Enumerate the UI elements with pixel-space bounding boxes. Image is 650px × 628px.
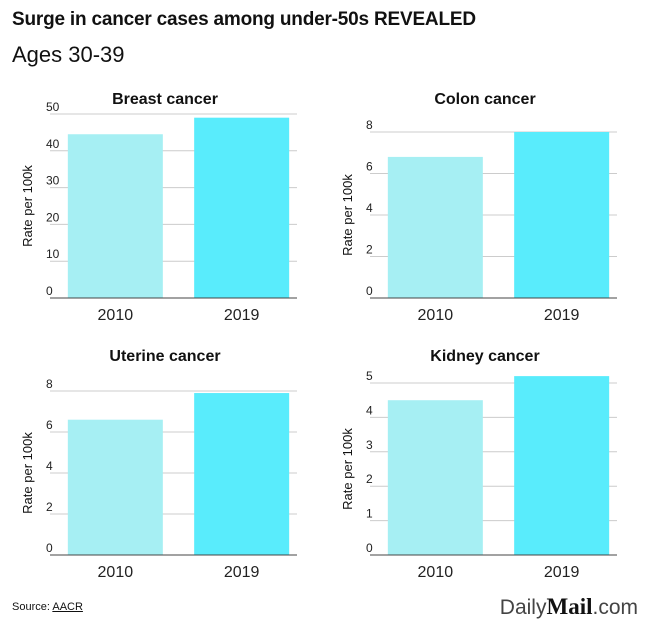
y-tick-label: 10 [46,247,60,261]
bar-2010 [67,134,163,298]
x-tick-label: 2019 [544,564,580,581]
logo-daily: Daily [499,596,547,619]
source-link[interactable]: AACR [52,601,83,613]
chart-svg: Breast cancer 0 10 20 30 40 50 2010 2019 Rate per… [20,91,297,324]
y-tick-label: 50 [46,100,60,114]
bar-2019 [514,132,610,298]
y-axis-label: Rate per 100k [340,428,355,510]
x-tick-label: 2010 [418,564,454,581]
page-subtitle: Ages 30-39 [12,42,125,67]
x-tick-label: 2019 [544,307,580,324]
y-axis-label: Rate per 100k [340,174,355,256]
y-tick-label: 5 [366,369,373,383]
logo-com: .com [592,596,638,619]
y-tick-label: 0 [46,541,53,555]
y-tick-label: 30 [46,174,60,188]
chart-svg: Kidney cancer 0 1 2 3 4 5 2010 2019 Rate per 100k [340,348,617,581]
y-axis-label: Rate per 100k [20,165,35,247]
dailymail-logo: DailyMail.com [500,594,638,620]
source-prefix: Source: [12,601,53,613]
y-tick-label: 2 [46,500,53,514]
chart-title: Breast cancer [112,91,218,108]
bar-2010 [67,419,163,555]
y-tick-label: 6 [46,418,53,432]
y-tick-label: 6 [366,160,373,174]
chart-title: Kidney cancer [430,348,539,365]
y-tick-label: 1 [366,507,373,521]
y-tick-label: 3 [366,438,373,452]
chart-colon-cancer: Colon cancer 0 2 4 6 8 2010 2019 Rate per 100k [325,84,650,342]
chart-title: Colon cancer [434,91,535,108]
bar-2019 [194,393,290,555]
bar-2010 [387,156,483,298]
y-tick-label: 4 [46,459,53,473]
y-tick-label: 0 [46,284,53,298]
y-tick-label: 2 [366,472,373,486]
source-note: Source: AACR [12,601,83,613]
y-tick-label: 20 [46,210,60,224]
chart-breast-cancer: Breast cancer 0 10 20 30 40 50 2010 2019 Rate per… [0,84,325,342]
y-tick-label: 8 [46,377,53,391]
chart-title: Uterine cancer [109,348,220,365]
y-tick-label: 0 [366,541,373,555]
x-tick-label: 2019 [224,307,260,324]
chart-uterine-cancer: Uterine cancer 0 2 4 6 8 2010 2019 Rate per 100k [0,341,325,599]
page-title: Surge in cancer cases among under-50s RE… [12,9,476,30]
x-tick-label: 2010 [418,307,454,324]
y-tick-label: 0 [366,284,373,298]
x-tick-label: 2019 [224,564,260,581]
y-tick-label: 4 [366,201,373,215]
chart-svg: Uterine cancer 0 2 4 6 8 2010 2019 Rate per 100k [20,348,297,581]
y-tick-label: 2 [366,243,373,257]
y-axis-label: Rate per 100k [20,432,35,514]
bar-2019 [514,376,610,555]
chart-svg: Colon cancer 0 2 4 6 8 2010 2019 Rate per 100k [340,91,617,324]
y-tick-label: 4 [366,403,373,417]
chart-kidney-cancer: Kidney cancer 0 1 2 3 4 5 2010 2019 Rate per 100k [325,341,650,599]
bar-2010 [387,400,483,555]
x-tick-label: 2010 [98,564,134,581]
y-tick-label: 8 [366,118,373,132]
bar-2019 [194,117,290,299]
x-tick-label: 2010 [98,307,134,324]
y-tick-label: 40 [46,137,60,151]
logo-mail: Mail [546,594,593,619]
